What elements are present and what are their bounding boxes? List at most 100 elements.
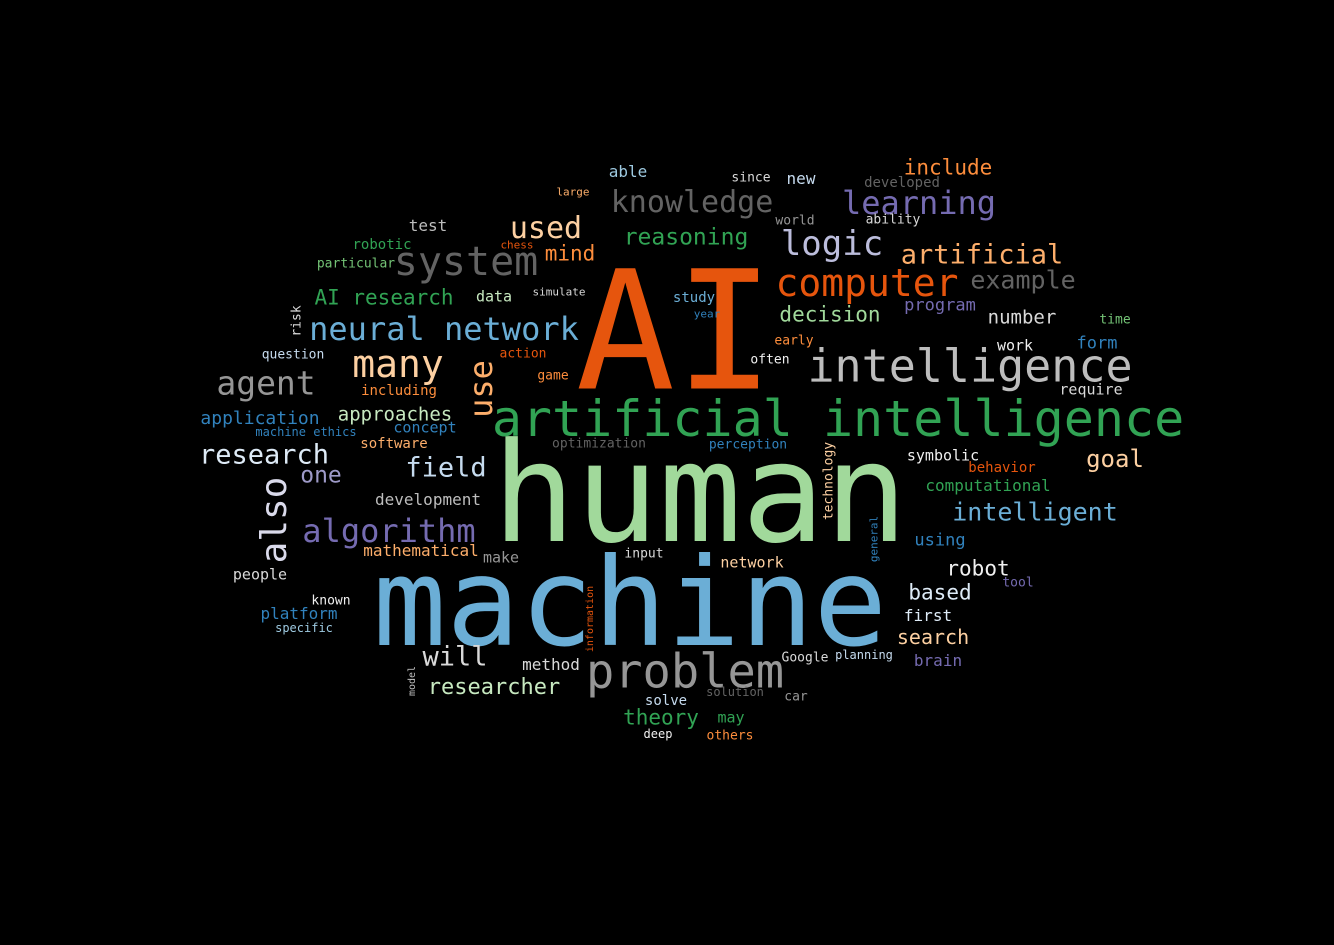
word-new: new [786, 169, 816, 188]
word-may: may [717, 708, 745, 727]
word-computer: computer [775, 261, 959, 305]
word-robot: robot [946, 556, 1010, 581]
word-world: world [775, 213, 815, 229]
word-information: information [585, 585, 596, 653]
word-others: others [706, 728, 754, 744]
word-number: number [987, 306, 1057, 329]
word-year: year [693, 307, 721, 321]
word-question: question [261, 347, 325, 363]
word-one: one [300, 462, 342, 489]
word-test: test [408, 216, 448, 235]
word-ability: ability [865, 212, 921, 228]
word-machine: machine [372, 532, 888, 674]
word-ai-research: AI research [314, 285, 454, 310]
word-simulate: simulate [532, 285, 586, 299]
word-researcher: researcher [427, 675, 561, 700]
word-ai: AI [575, 235, 775, 428]
word-platform: platform [260, 604, 338, 623]
word-method: method [522, 655, 580, 674]
word-study: study [672, 290, 716, 306]
word-agent: agent [216, 363, 316, 403]
word-using: using [914, 530, 966, 551]
word-planning: planning [835, 648, 893, 662]
word-artificial-intelligence: artificial intelligence [491, 390, 1185, 448]
word-robotic: robotic [352, 237, 412, 253]
word-computational: computational [925, 476, 1051, 495]
word-make: make [482, 548, 520, 567]
word-action: action [499, 346, 547, 362]
word-field: field [405, 452, 487, 484]
word-perception: perception [708, 437, 788, 453]
word-technology: technology [821, 441, 837, 521]
word-specific: specific [275, 621, 333, 635]
word-deep: deep [643, 727, 673, 741]
word-tool: tool [1002, 575, 1034, 591]
word-known: known [311, 593, 351, 609]
word-application: application [200, 408, 320, 429]
word-risk: risk [289, 305, 305, 337]
word-knowledge: knowledge [610, 185, 774, 220]
word-program: program [904, 295, 976, 316]
word-artificial: artificial [900, 239, 1064, 271]
word-theory: theory [623, 705, 699, 730]
word-form: form [1076, 333, 1118, 354]
word-algorithm: algorithm [302, 512, 476, 550]
word-symbolic: symbolic [906, 446, 980, 465]
word-goal: goal [1086, 445, 1144, 473]
word-first: first [903, 606, 953, 625]
word-intelligent: intelligent [952, 497, 1118, 527]
word-reasoning: reasoning [623, 224, 749, 251]
word-logic: logic [780, 224, 884, 264]
word-optimization: optimization [552, 436, 646, 452]
word-work: work [996, 336, 1034, 355]
word-mind: mind [544, 241, 596, 266]
word-search: search [896, 625, 970, 649]
word-often: often [750, 352, 790, 368]
word-including: including [361, 383, 437, 399]
word-particular: particular [316, 256, 396, 272]
word-large: large [556, 185, 590, 199]
word-since: since [731, 170, 771, 186]
word-many: many [352, 342, 444, 386]
word-approaches: approaches [337, 403, 453, 426]
word-solve: solve [644, 693, 688, 709]
word-will: will [422, 641, 488, 673]
word-system: system [393, 239, 539, 285]
word-decision: decision [779, 302, 881, 327]
word-time: time [1099, 312, 1131, 328]
word-example: example [970, 265, 1076, 295]
word-based: based [908, 580, 972, 605]
word-car: car [784, 689, 808, 705]
word-human: human [492, 413, 908, 574]
word-use: use [462, 360, 500, 418]
word-input: input [624, 546, 664, 562]
word-people: people [232, 565, 288, 584]
word-behavior: behavior [968, 460, 1036, 476]
word-google: Google [781, 650, 829, 666]
word-intelligence: intelligence [807, 339, 1133, 393]
word-able: able [608, 162, 648, 181]
word-mathematical: mathematical [363, 541, 479, 560]
word-general: general [867, 515, 881, 563]
word-neural-network: neural network [309, 310, 579, 348]
word-early: early [774, 333, 814, 349]
word-development: development [375, 490, 481, 509]
word-include: include [903, 155, 993, 180]
word-chess: chess [500, 238, 534, 252]
word-machine-ethics: machine ethics [255, 425, 357, 439]
word-learning: learning [841, 184, 997, 222]
word-brain: brain [913, 651, 963, 670]
word-model: model [407, 665, 418, 697]
word-solution: solution [706, 685, 764, 699]
word-problem: problem [585, 644, 785, 700]
word-data: data [475, 287, 513, 306]
word-used: used [509, 211, 583, 246]
word-concept: concept [393, 418, 457, 437]
word-network: network [720, 553, 784, 572]
word-research: research [198, 439, 330, 471]
word-also: also [254, 476, 295, 564]
word-require: require [1059, 380, 1123, 399]
word-game: game [537, 368, 569, 384]
word-software: software [360, 436, 428, 452]
